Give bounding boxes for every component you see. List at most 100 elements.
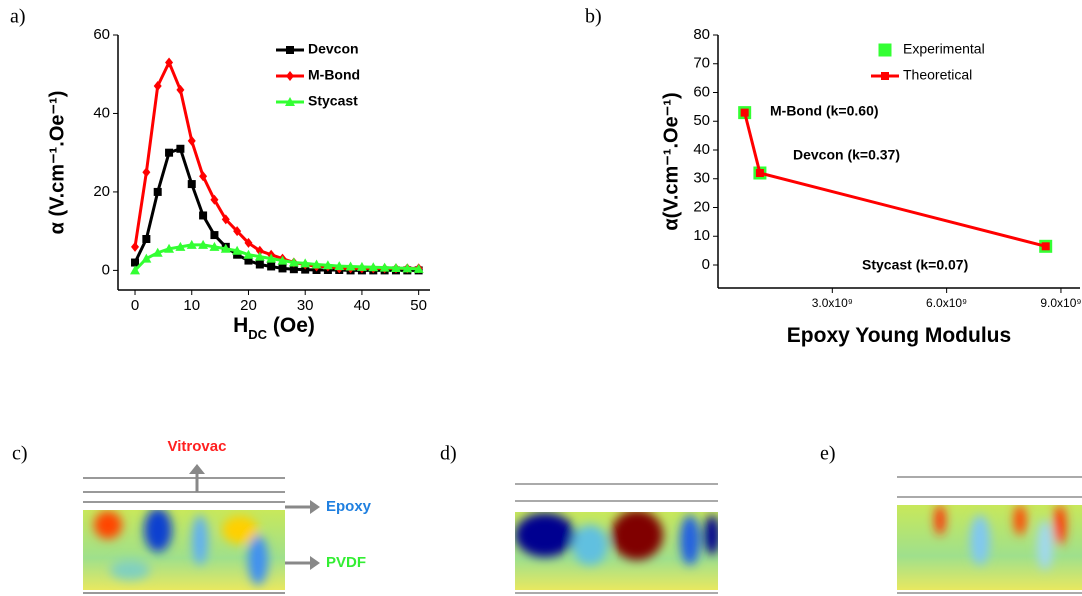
marker <box>413 263 424 273</box>
marker <box>301 265 310 274</box>
series-line <box>133 146 419 272</box>
marker <box>356 261 367 271</box>
marker <box>311 259 322 269</box>
marker <box>368 262 379 272</box>
marker <box>243 249 254 259</box>
marker <box>402 263 413 273</box>
legend-marker <box>286 46 294 54</box>
marker <box>175 241 186 251</box>
legend-label: Theoretical <box>903 67 972 83</box>
y-tick-label: 80 <box>693 26 710 43</box>
marker <box>142 167 151 178</box>
legend-marker <box>285 97 295 106</box>
marker <box>255 260 264 269</box>
x-tick-label: 50 <box>410 297 427 314</box>
x-axis-label-part: DC <box>248 327 267 342</box>
marker <box>232 245 243 255</box>
panel-label: a) <box>10 6 26 28</box>
y-tick-label: 60 <box>693 83 710 100</box>
x-tick-label: 10 <box>183 297 200 314</box>
marker <box>130 265 141 275</box>
x-axis-label-part: Epoxy Young Modulus <box>787 324 1011 347</box>
marker <box>1041 242 1050 251</box>
legend-marker <box>881 72 889 80</box>
annotation: PVDF <box>326 554 366 571</box>
marker <box>244 256 253 265</box>
annotation: Epoxy <box>326 498 372 515</box>
marker <box>186 239 197 249</box>
x-axis-label-part: (Oe) <box>267 314 315 337</box>
y-tick-label: 40 <box>93 104 110 121</box>
marker <box>131 241 140 252</box>
x-axis-label: HDC (Oe) <box>233 314 315 343</box>
marker <box>255 245 264 256</box>
heatmap-c <box>83 464 320 594</box>
marker <box>210 231 219 240</box>
x-tick-label: 40 <box>354 297 371 314</box>
marker <box>267 262 276 271</box>
marker <box>277 255 288 265</box>
marker <box>141 253 152 263</box>
marker <box>278 264 287 273</box>
marker <box>176 144 185 153</box>
marker <box>153 81 162 91</box>
y-tick-label: 0 <box>102 261 110 278</box>
series-line <box>743 112 1047 248</box>
marker <box>221 214 230 225</box>
y-axis-label: α(V.cm⁻¹.Oe⁻¹) <box>660 92 682 230</box>
marker <box>142 235 151 243</box>
marker <box>334 261 345 271</box>
marker <box>740 108 749 117</box>
x-tick-label: 3.0x10⁹ <box>812 296 853 310</box>
marker <box>165 148 174 157</box>
marker <box>233 226 242 237</box>
marker <box>199 171 208 182</box>
marker <box>131 258 140 267</box>
y-tick-label: 50 <box>693 112 710 129</box>
marker <box>266 253 277 263</box>
marker <box>164 243 175 253</box>
y-tick-label: 10 <box>693 227 710 244</box>
marker <box>176 84 185 95</box>
heatmap-e <box>897 476 1082 594</box>
legend-marker <box>878 43 892 57</box>
panel-label: c) <box>12 443 28 465</box>
y-tick-label: 70 <box>693 55 710 72</box>
marker <box>187 180 196 189</box>
marker <box>755 169 764 177</box>
legend-marker <box>286 71 294 81</box>
y-tick-label: 30 <box>693 170 710 187</box>
marker <box>199 211 208 220</box>
marker <box>187 135 196 146</box>
marker <box>254 251 265 261</box>
x-tick-label: 20 <box>240 297 257 314</box>
series-line <box>133 58 419 270</box>
annotation: Vitrovac <box>168 438 227 455</box>
marker <box>165 57 174 68</box>
marker <box>322 260 333 270</box>
heatmap-d <box>515 483 718 594</box>
marker <box>210 194 219 205</box>
marker <box>220 243 231 253</box>
x-tick-label: 30 <box>297 297 314 314</box>
x-tick-label: 9.0x10⁹ <box>1040 296 1081 310</box>
panel-label: b) <box>585 6 602 28</box>
marker <box>379 262 390 272</box>
y-tick-label: 20 <box>93 183 110 200</box>
y-tick-label: 0 <box>702 256 710 273</box>
marker <box>288 257 299 267</box>
annotation: Stycast (k=0.07) <box>862 257 968 273</box>
x-axis-label: Epoxy Young Modulus <box>787 324 1011 347</box>
y-axis-label: α (V.cm⁻¹.Oe⁻¹) <box>46 91 68 235</box>
panel-label: e) <box>820 443 836 465</box>
y-tick-label: 40 <box>693 141 710 158</box>
x-tick-label: 0 <box>131 297 139 314</box>
annotation: M-Bond (k=0.60) <box>770 103 879 119</box>
marker <box>345 261 356 271</box>
legend-label: M-Bond <box>308 67 360 83</box>
marker <box>209 241 220 251</box>
marker <box>289 265 298 274</box>
marker <box>198 239 209 249</box>
legend-label: Experimental <box>903 41 985 57</box>
